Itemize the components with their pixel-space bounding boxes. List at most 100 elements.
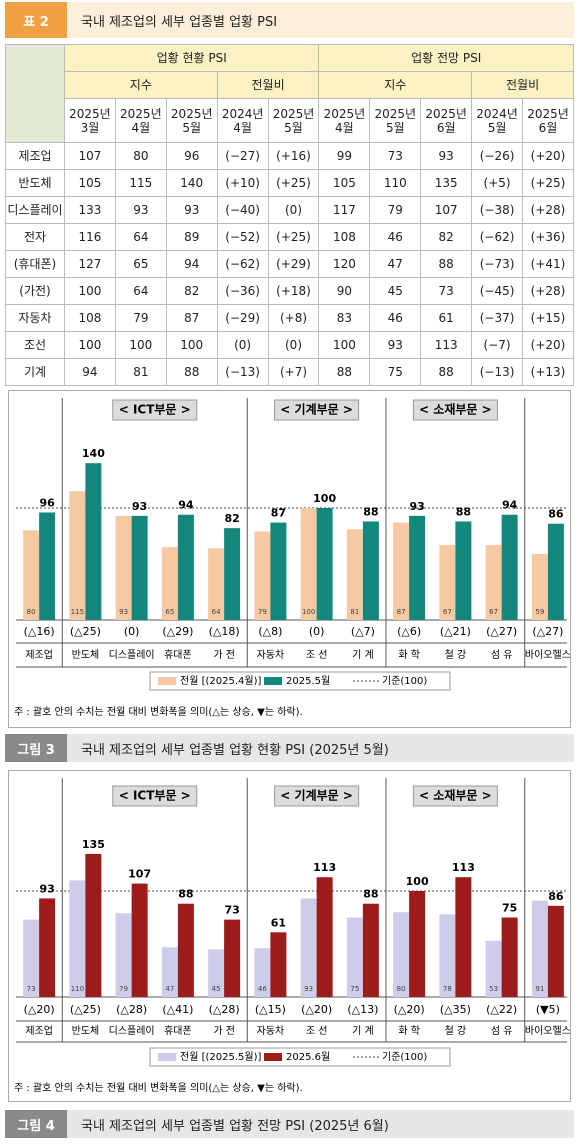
bar [224, 919, 241, 997]
table-cell: 107 [64, 142, 116, 170]
value-label: 73 [224, 904, 239, 917]
value-label: 65 [165, 608, 174, 616]
legend-box [149, 1047, 451, 1067]
legend-swatch [264, 677, 282, 685]
table-cell: (+36) [522, 223, 574, 251]
value-label: 135 [82, 838, 105, 851]
table-cell: 100 [165, 331, 218, 359]
table-cell: 99 [318, 142, 371, 170]
value-label: 88 [363, 888, 378, 901]
category-label: 바이오헬스 [525, 649, 571, 661]
bar [501, 514, 518, 620]
bar [161, 947, 178, 997]
table-cell: 79 [114, 304, 167, 332]
legend-label: 2025.6월 [286, 1051, 330, 1063]
bar [254, 531, 271, 620]
table-cell: 46 [369, 223, 422, 251]
change-label: (0) [309, 625, 325, 638]
table-cell: (0) [267, 196, 320, 224]
legend-label: 2025.5월 [286, 675, 330, 687]
bar [362, 903, 379, 997]
table-cell: (+25) [267, 169, 320, 197]
table-cell: 64 [114, 277, 167, 305]
table-cell: 47 [369, 250, 422, 278]
psi-table: 업황 현황 PSI 업황 전망 PSI 지수 전월비 지수 전월비 2025년 3월 2025… [5, 44, 574, 386]
table-cell: 83 [318, 304, 371, 332]
table-cell: (−7) [471, 331, 524, 359]
bar [346, 529, 363, 620]
table-cell: (+10) [216, 169, 269, 197]
table-cell: 2025년 5월 [369, 98, 422, 143]
bar [531, 900, 548, 997]
value-label: 67 [489, 608, 498, 616]
value-label: 75 [350, 985, 359, 993]
bar [439, 544, 456, 620]
table-cell: (−29) [216, 304, 269, 332]
section-label: < ICT부문 > [119, 403, 191, 417]
chart-frame [8, 390, 571, 728]
value-label: 110 [71, 985, 84, 993]
bar [85, 853, 102, 997]
category-label: 가 전 [213, 1025, 235, 1037]
table-cell: (+29) [267, 250, 320, 278]
value-label: 93 [132, 500, 147, 513]
legend-swatch [158, 1053, 176, 1061]
value-label: 73 [27, 985, 36, 993]
value-label: 94 [502, 499, 518, 512]
bar [547, 523, 564, 620]
value-label: 61 [271, 916, 286, 929]
table-cell: (−27) [216, 142, 269, 170]
bar [270, 522, 287, 620]
change-label: (△28) [209, 1003, 240, 1016]
category-label: 화 학 [398, 1025, 420, 1037]
bar [455, 877, 472, 997]
bar [316, 508, 333, 620]
value-label: 88 [456, 505, 471, 518]
value-label: 81 [350, 608, 359, 616]
table-cell: 115 [114, 169, 167, 197]
table-cell [5, 44, 65, 143]
bar [177, 514, 194, 620]
bar [23, 919, 40, 997]
table-cell: 90 [318, 277, 371, 305]
chart-frame [8, 770, 571, 1102]
table-cell: 업황 현황 PSI [63, 44, 320, 72]
value-label: 100 [313, 492, 336, 505]
table-cell: (휴대폰) [5, 250, 65, 278]
bar [547, 905, 564, 997]
table-row: (가전) 100 64 82 (−36) (+18) 90 45 73 (−45) (+28) [5, 277, 574, 305]
table-cell: 93 [114, 196, 167, 224]
table-cell: (+41) [522, 250, 574, 278]
table-cell: 140 [165, 169, 218, 197]
bar [362, 521, 379, 620]
value-label: 93 [119, 608, 128, 616]
change-label: (△20) [394, 1003, 425, 1016]
category-label: 휴대폰 [164, 649, 192, 661]
table-cell: (+8) [267, 304, 320, 332]
change-label: (△20) [301, 1003, 332, 1016]
table-cell: (−26) [471, 142, 524, 170]
table-cell: 81 [114, 358, 167, 386]
category-label: 기 계 [352, 649, 374, 661]
bar [409, 515, 426, 620]
change-label: (△8) [258, 625, 282, 638]
table-row: 2025년 3월 2025년 4월 2025년 5월 2024년 4월 2025년 5월… [6, 98, 574, 143]
table-cell: 조선 [5, 331, 65, 359]
table-cell: (0) [267, 331, 320, 359]
value-label: 93 [304, 985, 313, 993]
bar [485, 940, 502, 997]
bar [131, 515, 148, 620]
figure-caption: 그림 4 국내 제조업의 세부 업종별 업황 전망 PSI (2025년 6월) [5, 1110, 574, 1138]
table-cell: (+7) [267, 358, 320, 386]
category-label: 휴대폰 [164, 1025, 192, 1037]
value-label: 82 [224, 512, 239, 525]
table-cell: 117 [318, 196, 371, 224]
table-cell: 120 [318, 250, 371, 278]
table-cell: 100 [64, 331, 116, 359]
table-cell: (−62) [216, 250, 269, 278]
bar [69, 491, 86, 620]
category-label: 반도체 [72, 1025, 100, 1037]
category-label: 섬 유 [491, 1025, 513, 1037]
value-label: 45 [212, 985, 221, 993]
bar [485, 544, 502, 620]
